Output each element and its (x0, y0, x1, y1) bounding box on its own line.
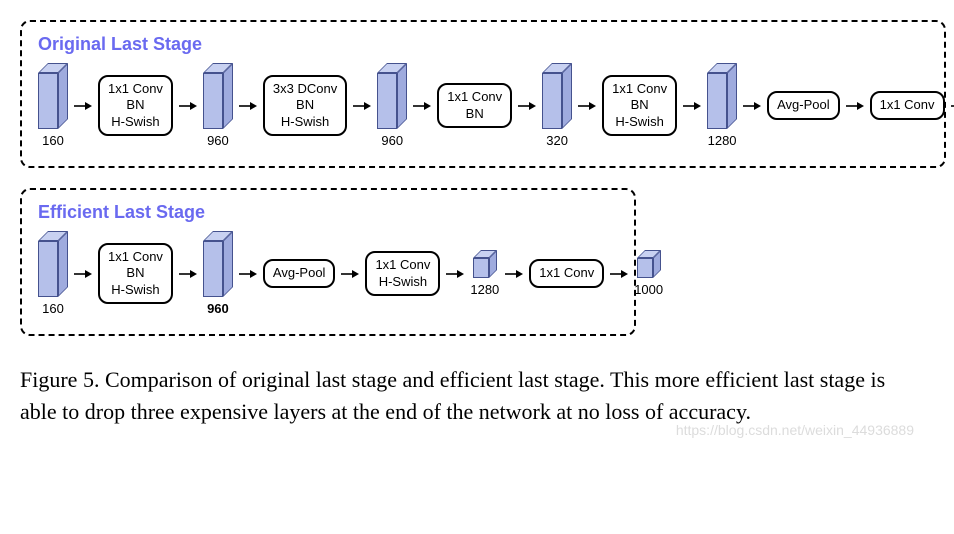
tensor-label: 160 (42, 301, 64, 316)
arrow-icon (179, 268, 197, 280)
tensor-cube: 1280 (707, 63, 737, 148)
arrow-icon (353, 100, 371, 112)
arrow-icon (239, 268, 257, 280)
tensor-label: 960 (207, 301, 229, 316)
tensor-cube: 1000 (634, 250, 663, 297)
op-box: 1x1 Conv (529, 259, 604, 287)
tensor-cube: 1280 (470, 250, 499, 297)
efficient-title: Efficient Last Stage (38, 202, 618, 223)
arrow-icon (578, 100, 596, 112)
arrow-icon (505, 268, 523, 280)
tensor-cube: 160 (38, 231, 68, 316)
op-box: 1x1 ConvBN (437, 83, 512, 128)
original-flow: 160 1x1 ConvBNH-Swish 960 3x3 DConvBNH-S… (38, 63, 928, 148)
op-box: 1x1 ConvH-Swish (365, 251, 440, 296)
tensor-label: 160 (42, 133, 64, 148)
arrow-icon (179, 100, 197, 112)
tensor-cube: 960 (377, 63, 407, 148)
arrow-icon (951, 100, 954, 112)
arrow-icon (446, 268, 464, 280)
tensor-label: 1280 (470, 282, 499, 297)
arrow-icon (239, 100, 257, 112)
op-box: 1x1 ConvBNH-Swish (98, 243, 173, 304)
arrow-icon (413, 100, 431, 112)
tensor-label: 960 (207, 133, 229, 148)
op-box: 1x1 Conv (870, 91, 945, 119)
arrow-icon (683, 100, 701, 112)
arrow-icon (74, 268, 92, 280)
original-stage-panel: Original Last Stage 160 1x1 ConvBNH-Swis… (20, 20, 946, 168)
tensor-label: 1280 (708, 133, 737, 148)
tensor-label: 1000 (634, 282, 663, 297)
op-box: Avg-Pool (767, 91, 840, 119)
arrow-icon (743, 100, 761, 112)
op-box: 3x3 DConvBNH-Swish (263, 75, 347, 136)
tensor-label: 960 (381, 133, 403, 148)
op-box: Avg-Pool (263, 259, 336, 287)
tensor-cube: 960 (203, 231, 233, 316)
arrow-icon (74, 100, 92, 112)
original-title: Original Last Stage (38, 34, 928, 55)
arrow-icon (610, 268, 628, 280)
tensor-label: 320 (546, 133, 568, 148)
arrow-icon (341, 268, 359, 280)
op-box: 1x1 ConvBNH-Swish (98, 75, 173, 136)
efficient-stage-panel: Efficient Last Stage 160 1x1 ConvBNH-Swi… (20, 188, 636, 336)
tensor-cube: 160 (38, 63, 68, 148)
tensor-cube: 960 (203, 63, 233, 148)
figure-caption: Figure 5. Comparison of original last st… (20, 364, 920, 428)
arrow-icon (846, 100, 864, 112)
tensor-cube: 320 (542, 63, 572, 148)
efficient-flow: 160 1x1 ConvBNH-Swish 960 Avg-Pool 1x1 C… (38, 231, 618, 316)
arrow-icon (518, 100, 536, 112)
op-box: 1x1 ConvBNH-Swish (602, 75, 677, 136)
